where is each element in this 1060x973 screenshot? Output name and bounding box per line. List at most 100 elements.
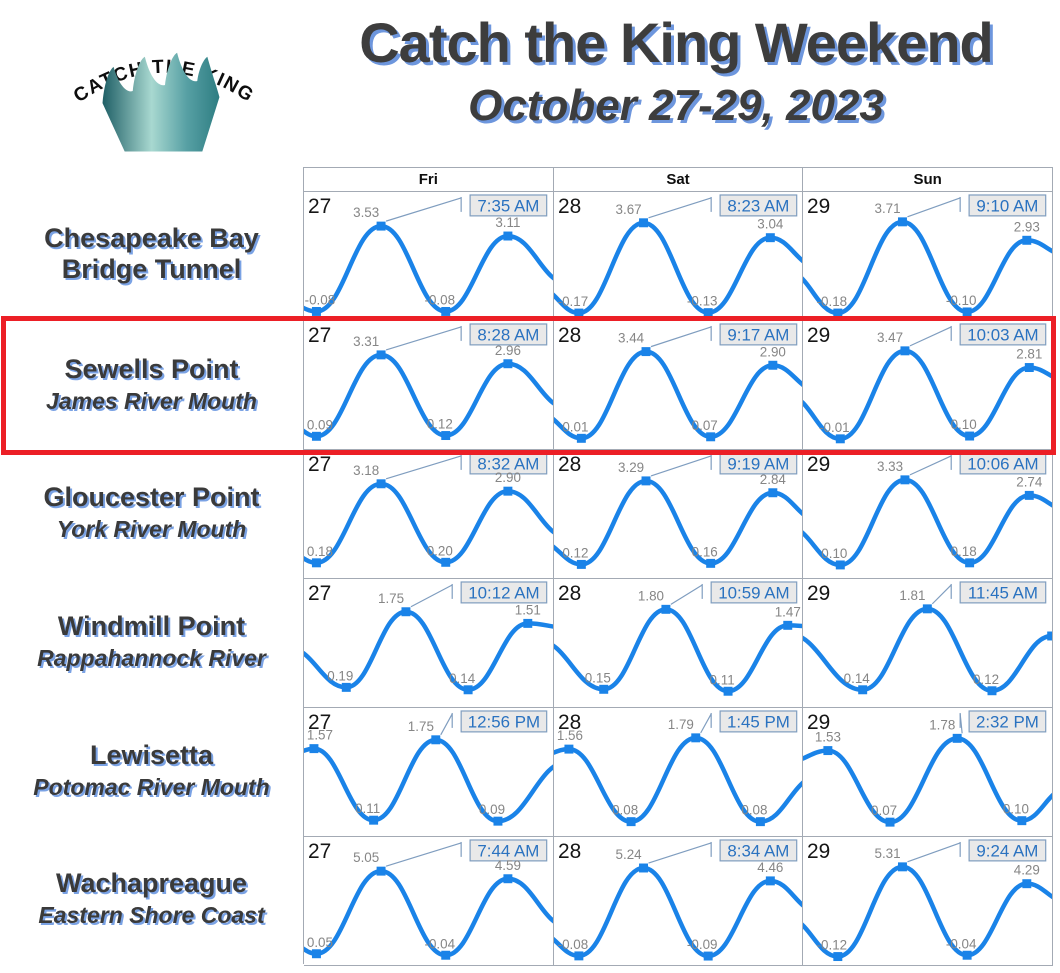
callout-line <box>910 455 952 476</box>
tide-point-marker <box>705 432 715 442</box>
day-number: 29 <box>807 453 830 476</box>
tide-chart-cell-4-2: 1.53 0.07 1.78 2:32 PM 0.10 29 <box>803 708 1053 838</box>
tide-point-marker <box>885 817 895 827</box>
location-label-wachapreague: Wachapreague Eastern Shore Coast <box>0 834 303 963</box>
title-block: Catch the King Weekend October 27-29, 20… <box>295 13 1057 131</box>
tide-chart-cell-4-0: 1.57 0.11 1.75 12:56 PM 0.09 27 <box>304 708 554 838</box>
tide-curve-chart: 0.15 1.80 10:59 AM 0.11 1.47 28 <box>553 581 803 696</box>
location-name: Lewisetta <box>89 739 214 770</box>
tide-point-marker <box>1022 879 1032 889</box>
tide-chart-cell-3-0: 0.19 1.75 10:12 AM 0.14 1.51 27 <box>304 579 554 709</box>
tide-curve-chart: 0.19 1.75 10:12 AM 0.14 1.51 27 <box>304 581 553 695</box>
tide-curve-chart: -0.17 3.67 8:23 AM -0.13 3.04 28 <box>553 194 803 318</box>
day-number: 29 <box>807 195 830 218</box>
day-number: 27 <box>308 453 331 476</box>
tide-value-label: 0.07 <box>691 418 717 433</box>
tide-value-label: 0.07 <box>871 803 897 818</box>
tide-value-label: 0.18 <box>307 544 333 559</box>
high-tide-time-label: 7:35 AM <box>477 196 539 215</box>
tide-value-label: -0.17 <box>557 294 588 309</box>
callout-line <box>647 842 711 864</box>
callout-line <box>907 842 961 863</box>
tide-curve <box>553 478 803 567</box>
tide-chart-cell-3-2: 0.14 1.81 11:45 AM 0.12 29 <box>803 579 1053 709</box>
tide-curve <box>553 865 803 959</box>
location-sublabel: Eastern Shore Coast <box>38 901 265 928</box>
tide-point-marker <box>503 231 513 241</box>
tide-point-marker <box>441 557 451 567</box>
high-tide-time-box <box>959 323 1047 346</box>
tide-value-label: 0.12 <box>562 545 588 560</box>
tide-point-marker <box>900 475 910 485</box>
high-tide-time-box <box>719 194 797 217</box>
high-tide-time-label: 8:28 AM <box>477 325 539 344</box>
tide-chart-cell-0-1: -0.17 3.67 8:23 AM -0.13 3.04 28 <box>553 192 804 322</box>
tide-curve-chart: 1.57 0.11 1.75 12:56 PM 0.09 27 <box>304 710 553 826</box>
tide-value-label: 0.14 <box>844 671 871 686</box>
tide-value-label: 0.09 <box>307 417 333 432</box>
tide-value-label: 2.84 <box>759 472 786 487</box>
high-tide-time-label: 8:32 AM <box>477 454 539 473</box>
column-header-fri: Fri <box>304 168 554 192</box>
high-tide-time-box <box>469 323 548 346</box>
tide-value-label: 1.51 <box>515 602 541 617</box>
tide-point-marker <box>309 744 319 754</box>
tide-value-label: 5.31 <box>875 846 901 861</box>
day-number: 28 <box>558 582 581 605</box>
day-number: 29 <box>807 840 830 863</box>
tide-point-marker <box>369 815 379 825</box>
tide-value-label: 0.08 <box>741 803 767 818</box>
tide-point-marker <box>768 488 777 498</box>
tide-value-label: 3.33 <box>877 459 903 474</box>
tide-point-marker <box>833 952 843 962</box>
tide-point-marker <box>523 618 533 628</box>
tide-point-marker <box>341 682 351 692</box>
crown-logo-icon: CATCH THE KING <box>70 52 256 152</box>
tide-value-label: 2.90 <box>495 470 521 485</box>
tide-value-label: 2.81 <box>1017 347 1043 362</box>
location-label-windmill-point: Windmill Point Rappahannock River <box>0 577 303 706</box>
tide-point-marker <box>576 433 586 443</box>
high-tide-time-box <box>719 710 797 733</box>
tide-value-label: 3.47 <box>877 330 903 345</box>
weekday-header-row: Fri Sat Sun <box>303 167 1053 192</box>
tide-point-marker <box>626 817 636 827</box>
tide-value-label: 0.08 <box>612 803 638 818</box>
location-sublabel: York River Mouth <box>56 515 247 542</box>
location-label-lewisetta: Lewisetta Potomac River Mouth <box>0 706 303 835</box>
tide-value-label: 4.59 <box>495 858 521 873</box>
tide-value-label: 0.16 <box>691 544 717 559</box>
location-label-chesapeake-bay-bridge-tunnel: Chesapeake Bay Bridge Tunnel <box>0 191 303 320</box>
column-header-sat: Sat <box>553 168 804 192</box>
high-tide-time-label: 2:32 PM <box>976 712 1039 731</box>
tide-point-marker <box>574 951 583 961</box>
tide-point-marker <box>768 360 777 370</box>
tide-curve-chart: 0.18 3.18 8:32 AM 0.20 2.90 27 <box>304 452 553 568</box>
tide-chart-cell-2-2: 0.10 3.33 10:06 AM 0.18 2.74 29 <box>803 450 1053 580</box>
tide-point-marker <box>493 816 503 826</box>
tide-point-marker <box>755 817 765 827</box>
callout-line <box>385 197 462 222</box>
tide-point-marker <box>765 233 775 243</box>
tide-point-marker <box>311 949 321 959</box>
tide-point-marker <box>574 308 583 318</box>
tide-point-marker <box>1047 631 1052 641</box>
high-tide-time-label: 11:45 AM <box>968 583 1038 602</box>
high-tide-time-label: 12:56 PM <box>468 712 540 731</box>
tide-value-label: 2.74 <box>1017 474 1044 489</box>
tide-value-label: -0.18 <box>817 294 848 309</box>
high-tide-time-box <box>469 839 548 862</box>
high-tide-time-box <box>968 839 1047 862</box>
tide-chart-cell-3-1: 0.15 1.80 10:59 AM 0.11 1.47 28 <box>553 579 804 709</box>
tide-point-marker <box>641 476 651 486</box>
tide-point-marker <box>782 620 792 630</box>
high-tide-time-box <box>959 581 1047 604</box>
tide-point-marker <box>690 733 700 743</box>
tide-point-marker <box>898 217 908 227</box>
crown-shape <box>102 52 220 152</box>
day-number: 29 <box>807 711 830 734</box>
tide-curve-chart: -0.12 5.31 9:24 AM -0.04 4.29 29 <box>803 839 1052 962</box>
tide-value-label: 3.29 <box>618 460 644 475</box>
tide-curve-chart: 1.53 0.07 1.78 2:32 PM 0.10 29 <box>803 710 1052 827</box>
tide-value-label: 2.96 <box>495 343 521 358</box>
